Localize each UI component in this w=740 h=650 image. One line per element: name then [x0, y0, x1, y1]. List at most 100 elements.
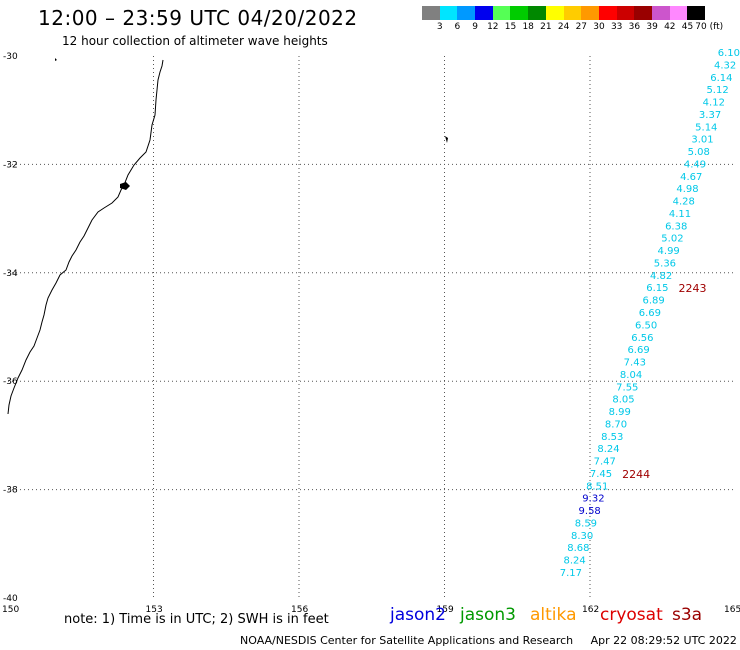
colorbar-label: 3 — [436, 22, 443, 32]
wave-height-value: 6.69 — [639, 308, 661, 319]
wave-height-value: 8.68 — [567, 543, 589, 554]
lon-label: 162 — [582, 605, 599, 615]
lat-label: -36 — [3, 377, 18, 387]
time-label: 2243 — [679, 282, 707, 295]
wave-height-value: 3.01 — [691, 135, 713, 146]
wave-height-value: 4.32 — [714, 60, 736, 71]
wave-height-value: 4.12 — [703, 98, 725, 109]
lat-label: -40 — [3, 594, 18, 604]
altimeter-track: 6.104.32 6.145.12 4.123.375.14 3.015.084.49… — [560, 48, 740, 579]
wave-height-value: 6.56 — [631, 333, 653, 344]
colorbar-label: 36 — [628, 22, 641, 32]
island-2 — [445, 136, 448, 143]
wave-height-value: 8.70 — [605, 419, 627, 430]
island-1 — [120, 182, 130, 190]
lat-label: -34 — [3, 269, 18, 279]
wave-height-value: 6.38 — [665, 221, 687, 232]
coastline — [7, 59, 164, 415]
legend-item-altika: altika — [530, 605, 577, 625]
colorbar-label: 21 — [540, 22, 552, 32]
legend-item-s3a: s3a — [672, 605, 703, 625]
lat-label: -30 — [3, 52, 18, 62]
colorbar-swatch — [616, 6, 635, 20]
wave-height-value: 4.98 — [676, 184, 698, 195]
time-label: 2244 — [622, 468, 650, 481]
wave-height-value: 6.15 — [646, 283, 668, 294]
wave-height-value: 7.17 — [560, 568, 582, 579]
wave-height-value: 5.36 — [654, 258, 676, 269]
colorbar-swatch — [492, 6, 511, 20]
colorbar-swatch — [563, 6, 582, 20]
wave-height-value: 4.11 — [669, 209, 691, 220]
map-title: 12:00 – 23:59 UTC 04/20/2022 — [38, 6, 358, 30]
lat-label: -38 — [3, 486, 18, 496]
lon-label: 165 — [724, 605, 740, 615]
colorbar-swatch — [687, 6, 705, 20]
wave-height-value: 8.05 — [612, 395, 634, 406]
colorbar-swatch — [457, 6, 476, 20]
wave-height-value: 9.58 — [579, 506, 601, 517]
colorbar-label: 15 — [504, 22, 517, 32]
wave-height-value: 5.12 — [706, 85, 728, 96]
colorbar-label: 9 — [472, 22, 478, 32]
colorbar-swatch — [422, 6, 440, 20]
lat-lon-grid — [8, 56, 735, 598]
colorbar-swatch — [545, 6, 564, 20]
colorbar-label: 39 — [646, 22, 658, 32]
colorbar-label: 27 — [575, 22, 588, 32]
wave-height-value: 4.49 — [684, 159, 706, 170]
colorbar-swatch — [475, 6, 493, 20]
wave-height-value: 8.99 — [609, 407, 631, 418]
wave-height-value: 8.24 — [597, 444, 619, 455]
wave-height-value: 5.14 — [695, 122, 717, 133]
wave-height-value: 7.45 — [590, 469, 612, 480]
colorbar-label: 24 — [557, 22, 570, 32]
lon-label: 156 — [291, 605, 308, 615]
colorbar-label: 18 — [522, 22, 534, 32]
wave-height-value: 8.04 — [620, 370, 642, 381]
colorbar-labels: 3 6 9 12 15 18 21 24 27 30 33 36 39 42 45 70 (ft) — [422, 22, 736, 34]
colorbar-label: 6 — [454, 22, 461, 32]
wave-height-value: 6.89 — [642, 296, 664, 307]
wave-height-value: 8.24 — [563, 556, 585, 567]
colorbar-swatch — [528, 6, 546, 20]
colorbar-label: 45 — [681, 22, 694, 32]
legend-item-jason3: jason3 — [460, 605, 516, 625]
wave-height-value: 8.30 — [571, 531, 593, 542]
colorbar-swatch — [598, 6, 617, 20]
wave-height-value: 4.67 — [680, 172, 702, 183]
lon-label: 159 — [437, 605, 454, 615]
wave-height-value: 4.28 — [673, 197, 695, 208]
wave-height-value: 9.32 — [582, 494, 604, 505]
footer: NOAA/NESDIS Center for Satellite Applica… — [240, 634, 737, 647]
lat-label: -32 — [3, 160, 18, 170]
colorbar-swatch — [669, 6, 688, 20]
colorbar-swatch — [634, 6, 652, 20]
colorbar-swatch — [510, 6, 529, 20]
axis-labels: 150 153 156 159 162 165 -30 -32 -34 -36 -38 -40 — [2, 52, 740, 615]
lon-label: 150 — [2, 605, 19, 615]
colorbar-label: 42 — [664, 22, 676, 32]
wave-height-value: 8.53 — [601, 432, 623, 443]
credit-text: NOAA/NESDIS Center for Satellite Applica… — [240, 634, 574, 647]
island-3 — [55, 58, 57, 61]
map-subtitle: 12 hour collection of altimeter wave hei… — [62, 34, 328, 48]
wave-height-value: 7.43 — [624, 358, 646, 369]
wave-height-value: 5.08 — [688, 147, 710, 158]
colorbar-label: 33 — [610, 22, 623, 32]
colorbar-swatch — [439, 6, 458, 20]
wave-height-value: 5.02 — [661, 234, 683, 245]
colorbar-swatch — [651, 6, 670, 20]
wave-height-value: 8.51 — [586, 481, 608, 492]
wave-height-value: 6.14 — [710, 73, 732, 84]
wave-height-value: 4.99 — [658, 246, 680, 257]
wave-height-value: 7.55 — [616, 382, 638, 393]
wave-height-value: 6.10 — [718, 48, 740, 59]
wave-height-colorbar — [422, 6, 705, 20]
wave-height-value: 6.50 — [635, 320, 657, 331]
wave-height-value: 3.37 — [699, 110, 721, 121]
timestamp-text: Apr 22 08:29:52 UTC 2022 — [590, 634, 737, 647]
legend-item-cryosat: cryosat — [600, 605, 663, 625]
lon-label: 153 — [146, 605, 163, 615]
wave-height-value: 7.47 — [594, 457, 616, 468]
